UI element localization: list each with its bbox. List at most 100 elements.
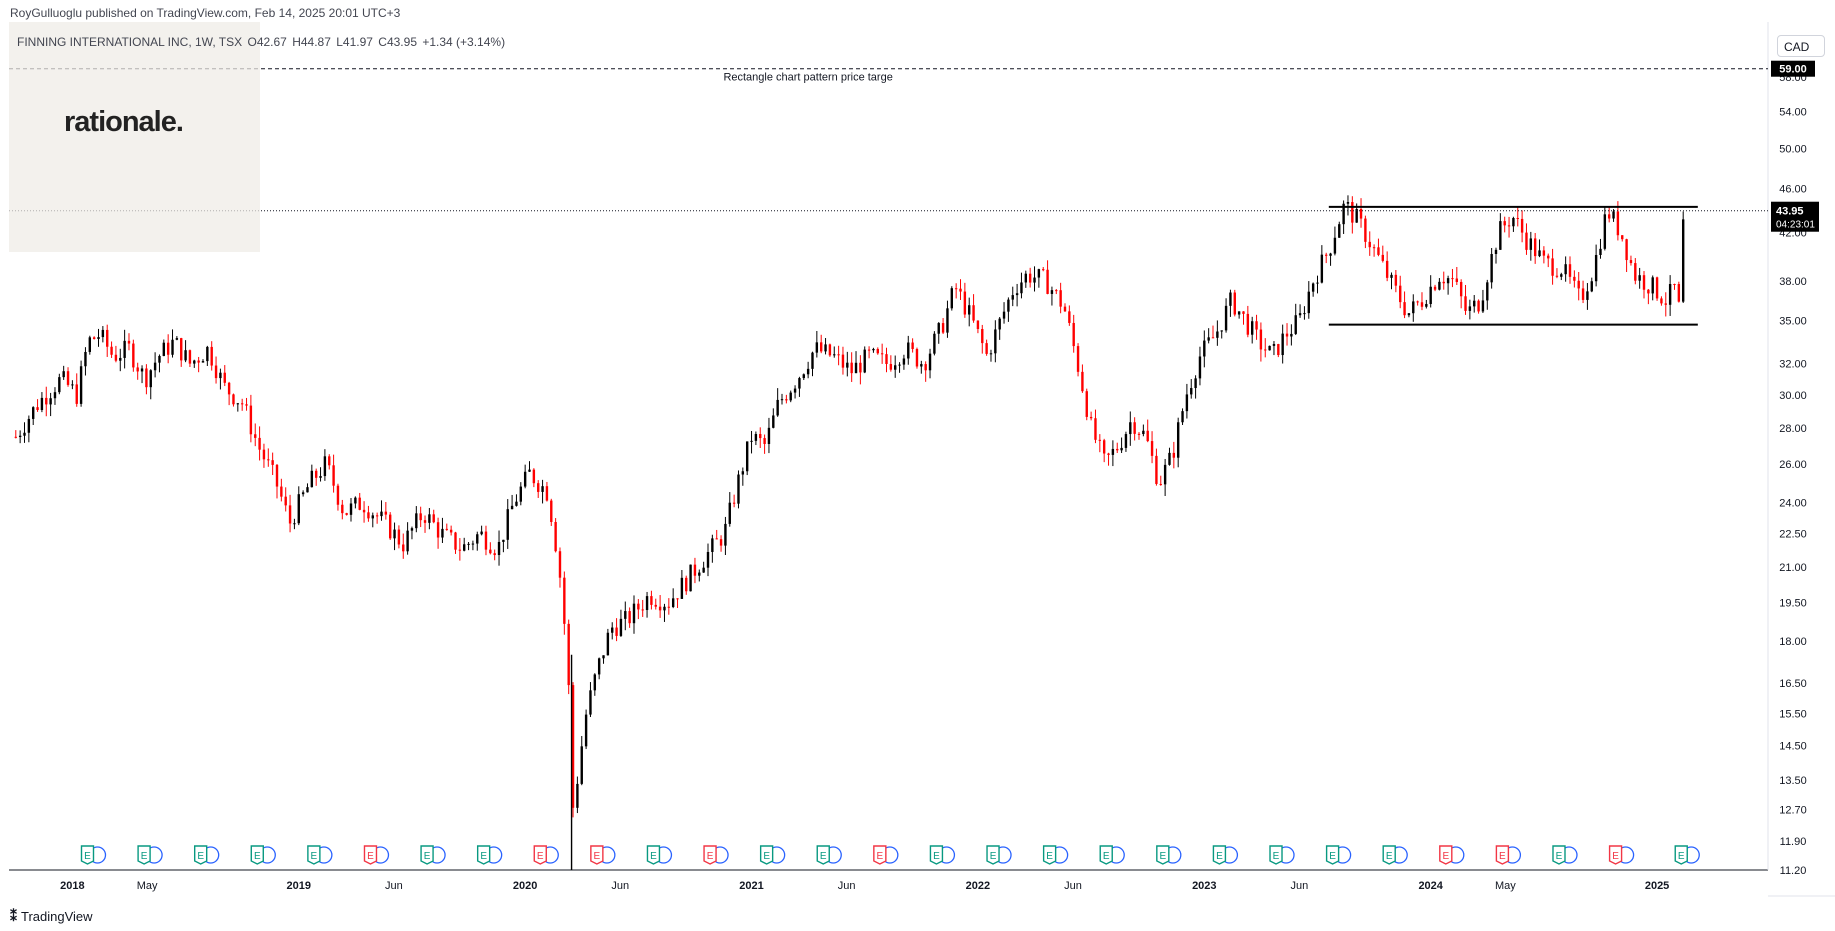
earnings-marker	[986, 845, 1000, 865]
time-tick-label: Jun	[611, 880, 629, 892]
time-tick-label: 2022	[966, 880, 990, 892]
candle-body	[27, 418, 31, 433]
candle-body	[158, 355, 161, 363]
tradingview-logo-icon: ⁑	[10, 908, 17, 924]
candle-body	[554, 521, 557, 552]
candle-body	[393, 529, 396, 539]
candle-body	[515, 501, 518, 506]
candle-body	[628, 611, 631, 624]
candle-body	[432, 514, 435, 523]
candle-body	[846, 362, 849, 368]
candle-body	[119, 357, 122, 361]
candle-body	[833, 354, 836, 356]
candle-body	[1176, 422, 1180, 458]
earnings-marker	[703, 845, 717, 865]
earnings-label: E	[933, 851, 940, 862]
candle-body	[772, 415, 775, 428]
candle-body	[563, 577, 566, 624]
candle-body	[907, 342, 910, 359]
candle-body	[1399, 285, 1402, 303]
candle-body	[976, 320, 980, 330]
candle-body	[476, 534, 479, 544]
candle-body	[380, 511, 383, 517]
earnings-label: E	[1046, 851, 1053, 862]
candle-body	[685, 577, 688, 592]
candle-body	[1185, 394, 1189, 412]
price-tick-label: 32.00	[1779, 359, 1807, 371]
candle-body	[75, 384, 78, 404]
candle-body	[1116, 448, 1119, 451]
earnings-label: E	[1612, 851, 1619, 862]
candle-body	[1268, 345, 1271, 351]
candle-body	[489, 549, 492, 554]
candle-body	[1150, 441, 1154, 456]
candle-body	[667, 606, 671, 608]
candle-body	[193, 360, 196, 364]
candle-body	[1538, 250, 1541, 257]
candle-body	[336, 485, 340, 505]
candle-body	[1486, 282, 1489, 301]
watermark-panel	[9, 22, 260, 252]
earnings-label: E	[1678, 851, 1685, 862]
candle-body	[719, 539, 723, 546]
time-axis[interactable]: 2018 May 2019 Jun 2020 Jun 2021 Jun 2022 Jun 2023 J…	[60, 880, 1669, 892]
price-tick-label: 30.00	[1779, 390, 1807, 402]
price-axis[interactable]: 62.0058.0054.0050.0046.0042.0038.0035.00…	[1771, 40, 1819, 877]
drawing-overlays: Rectangle chart pattern price targe	[9, 68, 1768, 326]
candle-body	[145, 368, 148, 388]
candle-body	[1425, 304, 1428, 307]
candle-body	[341, 504, 344, 514]
candle-body	[84, 351, 87, 367]
candle-body	[1621, 235, 1624, 240]
candle-body	[1111, 448, 1115, 455]
candle-body	[92, 337, 96, 339]
tradingview-footer[interactable]: ⁑ TradingView	[10, 908, 93, 925]
earnings-marker	[1674, 845, 1688, 865]
candle-body	[545, 486, 549, 501]
time-tick-label: Jun	[1291, 880, 1309, 892]
candle-body	[314, 470, 318, 478]
candle-body	[528, 469, 531, 472]
candle-body	[471, 543, 475, 545]
candle-body	[140, 368, 144, 372]
candle-body	[1246, 313, 1250, 335]
candle-body	[1181, 411, 1184, 423]
candle-body	[1394, 274, 1398, 286]
time-tick-label: Jun	[838, 880, 856, 892]
candle-body	[963, 291, 967, 315]
currency-selector[interactable]: CAD	[1777, 35, 1825, 57]
candle-body	[1259, 329, 1263, 350]
candle-body	[1551, 258, 1554, 276]
candle-body	[293, 523, 296, 525]
candle-body	[981, 329, 984, 344]
candle-body	[1250, 321, 1254, 335]
earnings-label: E	[480, 851, 487, 862]
candle-body	[1372, 247, 1376, 249]
candle-body	[1547, 255, 1550, 259]
candle-body	[1664, 303, 1667, 305]
symbol-legend[interactable]: FINNING INTERNATIONAL INC, 1W, TSX O42.6…	[17, 35, 507, 49]
candle-body	[110, 346, 113, 355]
candle-body	[624, 611, 627, 619]
candle-body	[1381, 254, 1384, 261]
candle-body	[1085, 391, 1088, 417]
candle-body	[706, 551, 710, 568]
candle-body	[1446, 278, 1450, 284]
candle-body	[1325, 254, 1328, 256]
candle-body	[71, 384, 74, 386]
candle-body	[1525, 232, 1528, 250]
price-tick-label: 11.90	[1780, 836, 1807, 848]
earnings-label: E	[367, 851, 374, 862]
earnings-marker	[1608, 845, 1623, 865]
candle-body	[1407, 313, 1411, 316]
candle-body	[759, 434, 762, 439]
candle-body	[1520, 218, 1524, 233]
earnings-marker	[1099, 845, 1113, 865]
candle-body	[1377, 247, 1380, 255]
candle-body	[445, 528, 448, 530]
candle-body	[828, 344, 832, 356]
earnings-marker	[929, 845, 944, 865]
candle-body	[1133, 422, 1136, 434]
